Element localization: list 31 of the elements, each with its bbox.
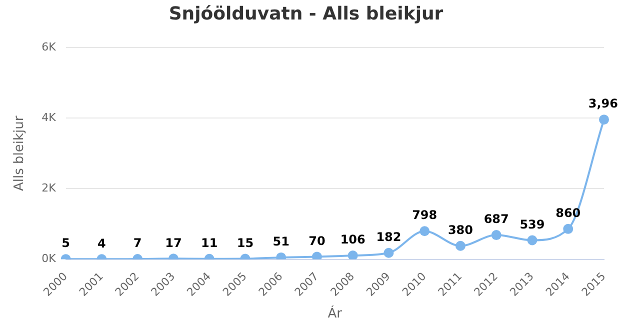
data-label: 11 [200,236,218,250]
y-tick-label: 2K [42,182,57,195]
point [599,114,609,125]
data-label: 380 [448,222,474,237]
point [420,226,430,236]
y-tick-label: 6K [42,40,57,54]
data-label: 5 [62,236,70,250]
data-label: 17 [165,236,182,250]
data-label: 798 [412,208,438,222]
data-label: 687 [484,212,509,226]
point [455,240,466,251]
data-label: 106 [340,232,366,247]
data-label: 4 [98,236,106,250]
point [527,235,538,246]
data-label: 51 [272,234,290,249]
data-label: 15 [236,236,254,250]
data-label: 182 [376,230,402,244]
y-axis-title: Alls bleikjur [12,115,28,192]
data-label: 860 [556,206,581,220]
chart-title: Snjóölduvatn - Alls bleikjur [168,3,444,24]
point [563,224,574,234]
point [384,248,394,258]
y-tick-label: 4K [42,111,57,124]
point [348,250,358,260]
x-axis-title: Ár [328,304,343,322]
data-label: 539 [520,217,545,232]
point [491,230,502,240]
data-label: 70 [308,234,326,248]
y-tick-label: 0K [42,252,57,266]
data-label: 7 [133,236,142,250]
annotation: 3,96 [588,96,618,111]
